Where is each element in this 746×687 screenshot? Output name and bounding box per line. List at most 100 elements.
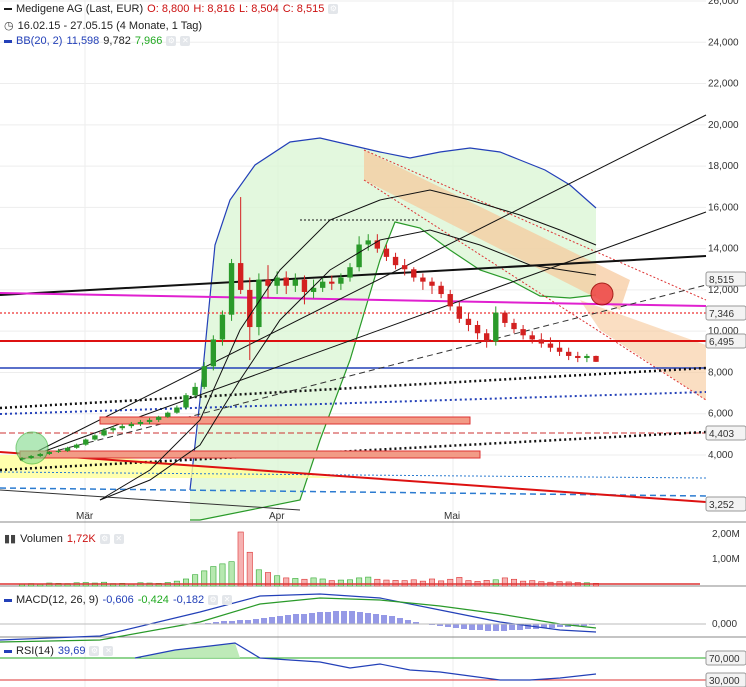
candle-body [55, 450, 62, 452]
volume-bar [183, 578, 189, 587]
level-blue-dotted [0, 471, 707, 479]
candle-body [556, 347, 563, 352]
macd-histogram-bar [213, 622, 219, 624]
candle-body [502, 312, 508, 323]
volume-bar [383, 579, 390, 587]
bollinger-upper-line [189, 137, 597, 491]
candle-body [329, 281, 335, 284]
close-icon[interactable]: ✕ [180, 36, 191, 46]
macd-histogram-bar [365, 613, 371, 624]
candle-body [128, 424, 135, 427]
volume-value: 1,72K [66, 532, 96, 545]
macd-histogram-bar [381, 615, 387, 624]
macd-histogram-bar [549, 624, 555, 628]
settings-icon[interactable]: ⚙ [208, 595, 219, 605]
volume-bar [301, 578, 308, 587]
close-icon[interactable]: ✕ [113, 533, 124, 544]
candle-body [46, 451, 53, 454]
rsi-value: 39,69 [57, 645, 86, 657]
volume-bar [492, 579, 499, 587]
y-tick-label: 10,000 [708, 326, 739, 337]
candle-body [356, 244, 362, 268]
volume-bar [347, 579, 353, 587]
close-icon[interactable]: ✕ [103, 646, 114, 656]
macd-histogram-bar [333, 611, 339, 624]
volume-bar [365, 576, 372, 587]
candle-body [310, 287, 317, 292]
macd-histogram-bar [581, 624, 587, 626]
volume-bar [483, 580, 490, 587]
bb-mid: 9,782 [103, 35, 131, 47]
macd-histogram-bar [565, 624, 571, 627]
rsi-line [134, 642, 597, 681]
macd-tick-label: 0,000 [712, 619, 737, 630]
candle-body [401, 265, 408, 270]
macd-value-1: -0,606 [102, 594, 134, 606]
candle-body [119, 426, 125, 429]
fan-line-1 [19, 114, 707, 461]
series-swatch [4, 8, 12, 10]
volume-bar [392, 580, 399, 587]
candle-body [547, 343, 554, 348]
candle-body [137, 421, 144, 425]
macd-histogram-bar [221, 621, 227, 624]
macd-value-2: -0,424 [137, 594, 169, 606]
volume-bar [219, 563, 226, 587]
candle-body [19, 458, 25, 460]
settings-icon[interactable]: ⚙ [99, 533, 110, 544]
macd-histogram-bar [261, 618, 267, 624]
candle-body [520, 329, 526, 336]
macd-histogram-bar [461, 624, 467, 629]
fan-line-3 [19, 284, 707, 461]
macd-histogram-bar [341, 611, 347, 624]
channel-projection [580, 300, 706, 400]
macd-histogram-bar [285, 615, 291, 624]
candle-body [274, 277, 280, 286]
macd-legend: MACD(12, 26, 9) -0,606 -0,424 -0,182 ⚙ ✕ [4, 594, 233, 606]
volume-bar [319, 578, 326, 587]
volume-bar [310, 577, 317, 587]
candle-body [283, 277, 289, 286]
candle-body [73, 444, 80, 448]
candle-body [165, 412, 171, 417]
settings-icon[interactable]: ⚙ [89, 646, 100, 656]
macd-histogram-bar [325, 612, 331, 624]
rsi-tick-label: 30,000 [709, 676, 740, 687]
candle-body [37, 453, 43, 457]
volume-bar [228, 561, 235, 587]
candle-body [101, 430, 107, 436]
macd-histogram-bar [541, 624, 547, 628]
high-value: H: 8,816 [193, 3, 235, 15]
y-tick-label: 20,000 [708, 120, 739, 131]
bb-lower: 7,966 [134, 35, 163, 47]
volume-bar [274, 575, 281, 587]
volume-bar [337, 579, 344, 587]
bb-label: BB(20, 2) [16, 35, 63, 47]
settings-icon[interactable]: ⚙ [166, 36, 177, 46]
volume-bar [447, 578, 454, 587]
highlight-circle-red [590, 282, 614, 306]
macd-histogram-bar [229, 621, 235, 624]
candle-body [456, 306, 463, 319]
candle-body [292, 279, 299, 286]
macd-histogram-bar [389, 616, 395, 624]
low-value: L: 8,504 [238, 3, 279, 15]
macd-histogram-bar [469, 624, 475, 630]
candle-body [265, 279, 271, 286]
y-tick-label: 14,000 [708, 244, 739, 255]
macd-histogram-bar [437, 624, 443, 626]
y-tick-label: 24,000 [708, 37, 739, 48]
macd-histogram-bar [237, 620, 243, 624]
x-tick-label: Apr [269, 511, 285, 522]
macd-histogram-bar [573, 624, 579, 626]
close-icon[interactable]: ✕ [222, 595, 233, 605]
macd-histogram-bar [397, 618, 403, 624]
candle-body [447, 294, 453, 307]
settings-icon[interactable]: ⚙ [328, 4, 339, 14]
candle-body [347, 267, 353, 278]
candle-body [237, 263, 244, 290]
resistance-bar [99, 416, 471, 425]
candle-body [383, 248, 390, 257]
price-badge-label: 3,252 [709, 500, 734, 511]
price-badge-label: 6,495 [709, 337, 734, 348]
